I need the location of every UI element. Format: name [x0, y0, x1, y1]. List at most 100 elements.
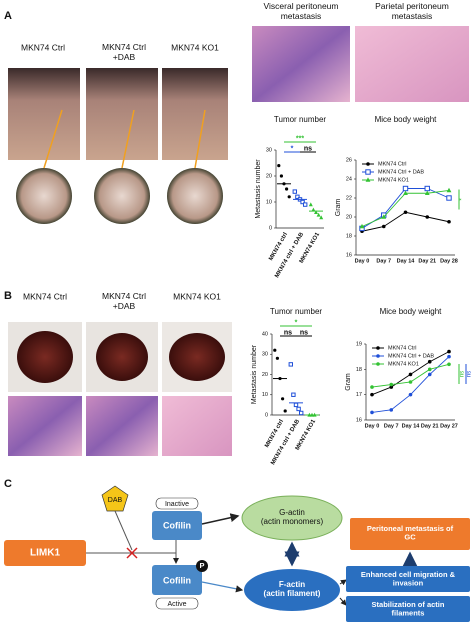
y-axis-label: Gram — [345, 373, 352, 391]
liver — [169, 333, 225, 381]
x-tick-label: Day 27 — [440, 423, 458, 429]
y-tick-label: 40 — [262, 331, 268, 337]
marker — [424, 185, 430, 192]
arrow — [201, 581, 244, 593]
marker — [408, 380, 413, 384]
g-actin: G-actin (actin monomers) — [261, 508, 324, 526]
panel-label: A — [4, 10, 12, 22]
marker — [359, 223, 365, 229]
chart-title: Mice body weight — [375, 115, 438, 124]
marker — [424, 190, 430, 196]
legend-label: MKN74 KO1 — [388, 361, 419, 367]
point — [279, 174, 283, 178]
marker — [365, 177, 371, 182]
limk1-box — [4, 540, 86, 566]
y-tick-label: 0 — [265, 412, 268, 418]
marker — [389, 385, 394, 389]
marker — [366, 162, 370, 166]
panel-label: B — [4, 290, 12, 302]
liver — [96, 333, 148, 381]
series-line — [361, 211, 450, 232]
legend-label: MKN74 Ctrl + DAB — [388, 353, 434, 359]
y-tick-label: 10 — [262, 392, 268, 398]
cofilin-box — [152, 511, 202, 540]
marker — [381, 214, 387, 219]
point — [285, 187, 289, 191]
significance: * — [295, 319, 298, 326]
y-axis-label: Metastasis number — [255, 159, 262, 219]
liver — [17, 331, 73, 383]
marker — [408, 372, 413, 377]
marker — [403, 190, 408, 196]
y-axis-label: Metastasis number — [251, 344, 258, 404]
migration-box — [346, 566, 470, 592]
histology-label: Parietal peritoneum metastasis — [375, 1, 449, 21]
legend-label: MKN74 Ctrl + DAB — [378, 169, 424, 175]
point — [303, 202, 308, 207]
state: Inactive — [165, 501, 189, 508]
series-line — [361, 189, 450, 227]
dish-photo — [16, 168, 72, 224]
legend-label: MKN74 KO1 — [378, 177, 409, 183]
y-tick-label: 19 — [356, 341, 362, 347]
y-axis-label: Gram — [335, 199, 342, 217]
y-tick-label: 24 — [346, 176, 352, 182]
point — [283, 409, 287, 413]
marker — [408, 392, 413, 397]
group-label: MKN74 Ctrl +DAB — [102, 291, 146, 311]
outcome: Peritoneal metastasis of GC — [367, 524, 454, 542]
point — [319, 215, 324, 220]
marker — [447, 219, 451, 224]
x-tick-label: Day 21 — [421, 423, 439, 429]
significance: ns — [304, 145, 312, 152]
chart-title: Mice body weight — [380, 307, 443, 316]
x-tick-label: Day 21 — [418, 258, 436, 264]
point — [296, 406, 301, 412]
f-actin-shape — [244, 569, 340, 611]
point — [308, 202, 313, 207]
marker — [447, 362, 451, 367]
point — [287, 195, 291, 199]
y-tick-label: 10 — [266, 199, 272, 205]
x-tick-label: Day 14 — [402, 423, 421, 429]
marker — [403, 210, 408, 215]
arrow — [201, 513, 240, 525]
significance: ns — [460, 371, 466, 377]
phospho: P — [199, 561, 204, 570]
state: Active — [167, 601, 186, 608]
marker — [427, 367, 432, 372]
marker — [389, 408, 394, 412]
histology — [86, 396, 158, 456]
dab: DAB — [108, 497, 123, 504]
y-tick-label: 20 — [346, 214, 352, 220]
point — [311, 207, 316, 212]
chart-title: Tumor number — [274, 115, 327, 124]
x-tick-label: Day 28 — [440, 258, 458, 264]
x-tick-label: Day 14 — [397, 258, 416, 264]
pointer — [194, 109, 206, 169]
marker — [365, 169, 371, 175]
marker — [381, 224, 386, 229]
histology — [8, 396, 82, 456]
outcome-box — [350, 518, 470, 550]
migration: Enhanced cell migration & invasion — [361, 570, 456, 588]
arrow — [339, 597, 347, 606]
marker — [370, 385, 374, 389]
x-tick-label: Day 7 — [384, 423, 399, 429]
point — [293, 402, 299, 408]
photo — [162, 68, 228, 160]
stabilization: Stabilization of actin filaments — [372, 600, 445, 618]
histology — [355, 26, 469, 102]
significance: ns — [284, 329, 292, 336]
f-actin: F-actin (actin filament) — [264, 580, 321, 598]
histology — [252, 26, 350, 102]
panel-a-photos — [8, 26, 469, 224]
connector — [114, 510, 133, 551]
significance: * — [460, 198, 466, 201]
significance: *** — [296, 135, 304, 142]
legend-label: MKN74 Ctrl — [388, 345, 416, 351]
significance: ns — [300, 329, 308, 336]
marker — [376, 354, 380, 358]
point — [275, 356, 279, 360]
